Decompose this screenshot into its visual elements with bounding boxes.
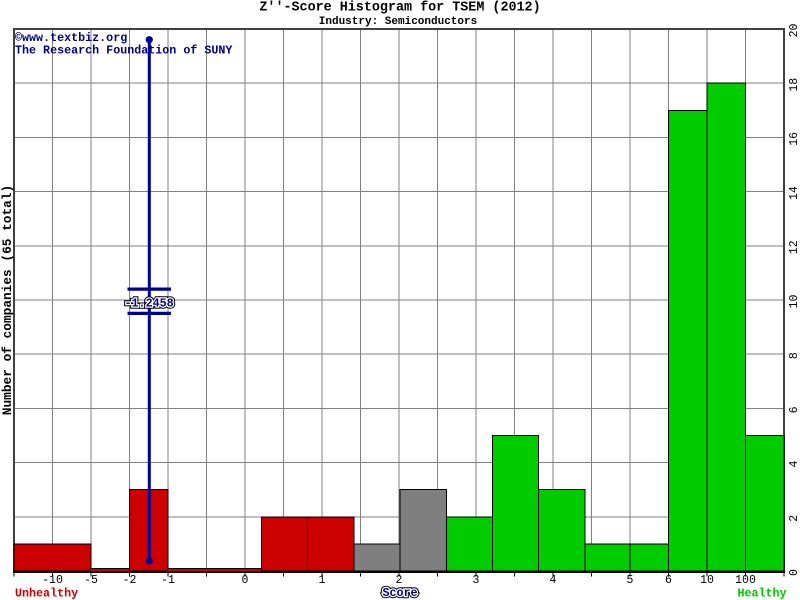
svg-text:3: 3 [473, 574, 480, 587]
svg-text:12: 12 [788, 240, 800, 254]
svg-text:The Research Foundation of SUN: The Research Foundation of SUNY [15, 44, 232, 58]
svg-text:0: 0 [242, 574, 249, 587]
svg-text:-1.2458: -1.2458 [125, 297, 174, 311]
svg-text:14: 14 [788, 186, 800, 200]
svg-text:-1: -1 [161, 574, 175, 587]
svg-text:2: 2 [396, 574, 403, 587]
svg-text:Score: Score [382, 586, 417, 600]
svg-text:20: 20 [788, 24, 800, 38]
svg-text:2: 2 [788, 515, 800, 522]
svg-text:Z''-Score Histogram for TSEM (: Z''-Score Histogram for TSEM (2012) [259, 1, 540, 16]
svg-text:18: 18 [788, 78, 800, 92]
svg-text:©www.textbiz.org: ©www.textbiz.org [15, 31, 127, 45]
svg-text:6: 6 [665, 574, 672, 587]
svg-text:16: 16 [788, 132, 800, 146]
svg-text:Industry: Semiconductors: Industry: Semiconductors [319, 16, 477, 28]
svg-text:4: 4 [788, 461, 800, 468]
svg-text:-5: -5 [84, 574, 98, 587]
svg-text:100: 100 [735, 574, 756, 587]
svg-text:10: 10 [700, 574, 714, 587]
svg-text:-2: -2 [123, 574, 137, 587]
svg-text:Score: Score [382, 586, 417, 600]
svg-text:-1.2458: -1.2458 [125, 297, 174, 311]
svg-text:-1.2458: -1.2458 [125, 297, 174, 311]
svg-text:4: 4 [550, 574, 557, 587]
svg-text:8: 8 [788, 352, 800, 359]
svg-text:Number of companies (65 total): Number of companies (65 total) [0, 185, 15, 415]
svg-text:6: 6 [788, 406, 800, 413]
svg-text:Healthy: Healthy [737, 587, 786, 600]
svg-text:Score: Score [382, 586, 417, 600]
svg-text:Unhealthy: Unhealthy [15, 587, 78, 600]
svg-text:5: 5 [627, 574, 634, 587]
svg-text:-10: -10 [42, 574, 63, 587]
svg-text:0: 0 [788, 569, 800, 576]
svg-text:10: 10 [788, 295, 800, 309]
svg-text:1: 1 [319, 574, 326, 587]
